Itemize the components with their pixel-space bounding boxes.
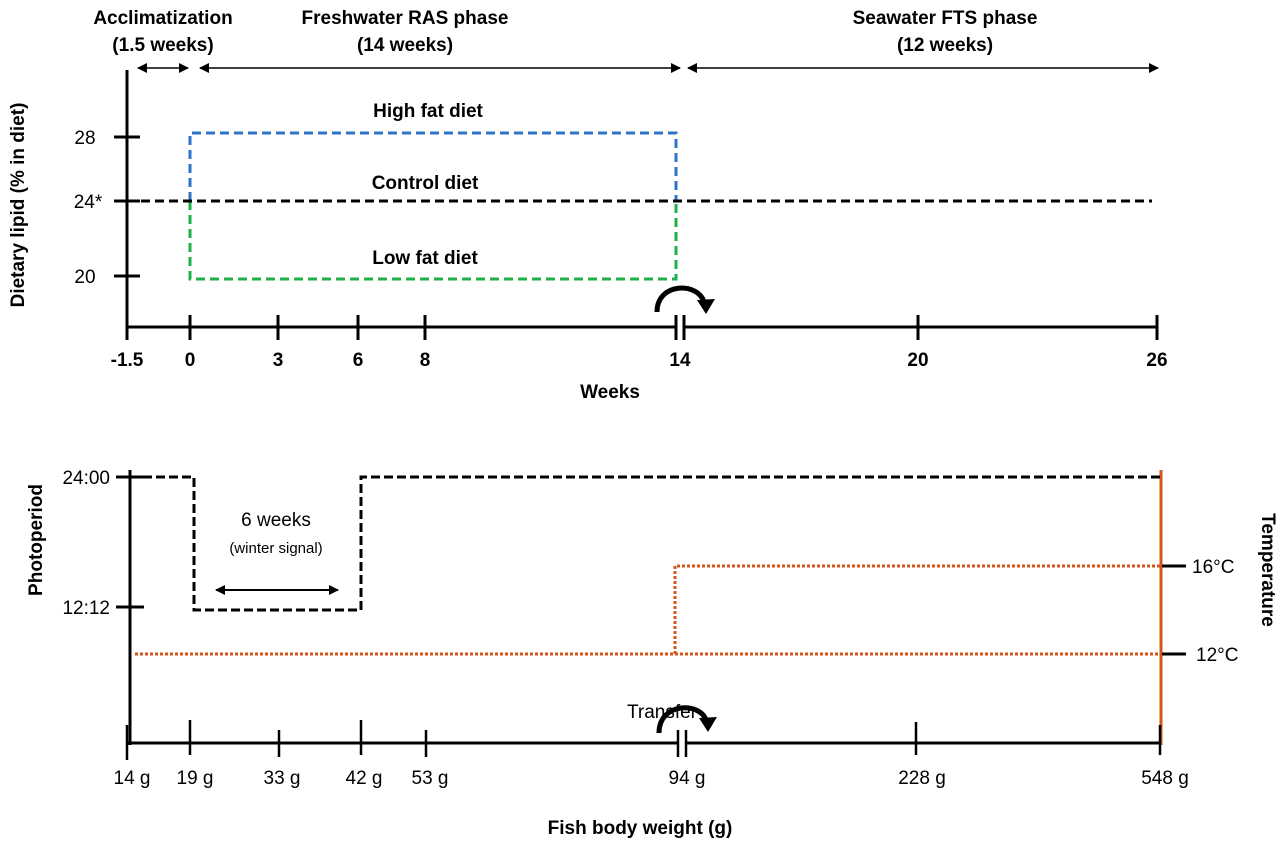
high-fat-diet-label: High fat diet [373,101,483,122]
top-panel: Acclimatization (1.5 weeks) Freshwater R… [8,8,1168,403]
x-tick-label: 33 g [264,768,301,789]
x-axis-ticks [125,720,1162,760]
photoperiod-line [130,475,1160,612]
phase-acclimatization-duration: (1.5 weeks) [112,35,213,56]
temperature-tick-label: 12°C [1196,645,1238,666]
x-tick-label: 6 [353,350,364,371]
x-axis-title: Weeks [580,382,640,403]
y-axis-title: Dietary lipid (% in diet) [8,103,29,308]
x-axis-ticks [125,315,1159,340]
x-tick-label: 20 [907,350,928,371]
x-tick-label: 26 [1146,350,1167,371]
y-tick-label: 20 [74,267,95,288]
x-axis-title: Fish body weight (g) [548,818,733,839]
x-tick-label: 94 g [669,768,706,789]
x-tick-label: 0 [185,350,196,371]
x-tick-label: 548 g [1141,768,1189,789]
winter-signal-duration: 6 weeks [241,510,311,531]
phase-freshwater-duration: (14 weeks) [357,35,453,56]
phase-freshwater-title: Freshwater RAS phase [302,8,509,29]
y-tick-label: 28 [74,128,95,149]
phase-seawater-duration: (12 weeks) [897,35,993,56]
winter-signal-note: (winter signal) [229,540,322,557]
bottom-panel: 14 g 19 g 33 g 42 g 53 g 94 g 228 g 548 … [26,468,1278,839]
control-diet-label: Control diet [372,173,479,194]
x-tick-label: 53 g [412,768,449,789]
x-tick-label: 14 g [114,768,151,789]
x-tick-label: 228 g [898,768,946,789]
photoperiod-tick-label: 12:12 [62,598,110,619]
phase-seawater-title: Seawater FTS phase [853,8,1038,29]
x-tick-label: -1.5 [111,350,144,371]
x-tick-label: 19 g [177,768,214,789]
photoperiod-axis-title: Photoperiod [26,484,47,596]
x-tick-label: 14 [669,350,691,371]
low-fat-diet-line [188,201,678,281]
transfer-curved-arrow-icon [654,285,715,314]
x-tick-label: 8 [420,350,431,371]
x-tick-label: 42 g [346,768,383,789]
photoperiod-tick-label: 24:00 [62,468,110,489]
temperature-tick-label: 16°C [1192,557,1234,578]
temperature-axis-title: Temperature [1257,513,1278,627]
y-tick-label: 24* [74,192,103,213]
x-tick-label: 3 [273,350,284,371]
transfer-curved-arrow-icon [656,705,717,734]
low-fat-diet-label: Low fat diet [372,248,478,269]
high-fat-diet-line [188,131,678,201]
phase-acclimatization-title: Acclimatization [93,8,232,29]
temperature-line [135,564,1180,656]
